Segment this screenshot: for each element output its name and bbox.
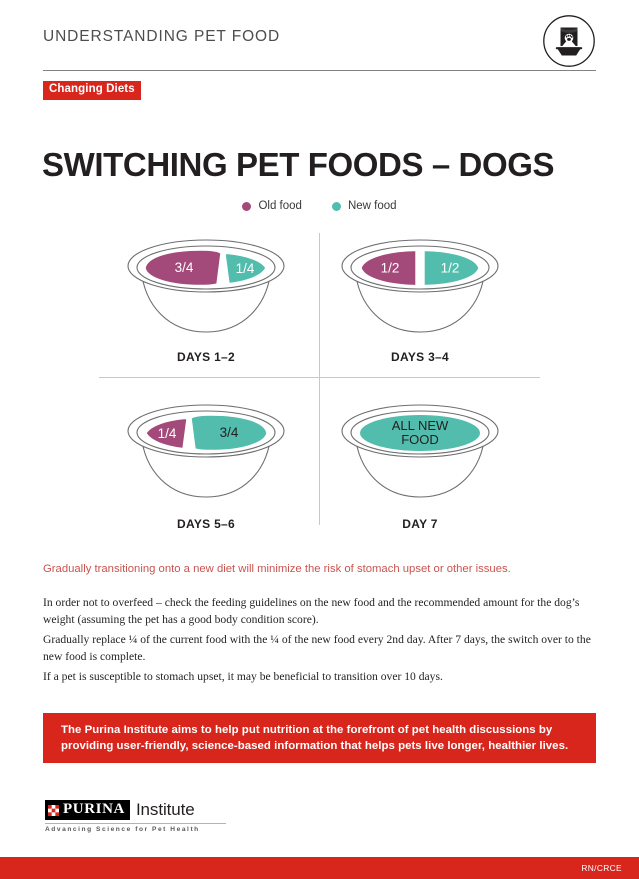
- bowl-panel-days-1-2: 3/4 1/4 DAYS 1–2: [56, 228, 356, 378]
- bowl-label-line1-day-7: ALL NEW: [392, 418, 449, 433]
- footer-code: RN/CRCE: [581, 863, 622, 873]
- page-header: UNDERSTANDING PET FOOD: [43, 14, 596, 68]
- bowl-fraction-new-days-1-2: 1/4: [236, 261, 255, 276]
- bowl-label-line2-day-7: FOOD: [401, 432, 439, 447]
- bowl-label-day-7: DAY 7: [402, 517, 438, 531]
- grid-divider-horizontal: [99, 377, 540, 378]
- bowl-fraction-old-days-3-4: 1/2: [381, 261, 400, 276]
- purina-institute-logo: PURINA Institute Advancing Science for P…: [45, 800, 230, 833]
- chart-legend: Old food New food: [0, 200, 639, 212]
- bowl-panel-day-7: ALL NEW FOOD DAY 7: [270, 393, 570, 543]
- bowl-illustration-days-5-6: 1/4 3/4: [117, 393, 295, 516]
- header-title: UNDERSTANDING PET FOOD: [43, 28, 281, 45]
- legend-swatch-old-food: [242, 201, 252, 211]
- category-badge: Changing Diets: [43, 81, 141, 100]
- lead-paragraph: Gradually transitioning onto a new diet …: [43, 563, 511, 575]
- purina-brand-text: PURINA: [63, 801, 125, 818]
- pet-food-bag-icon: [542, 14, 596, 68]
- bowl-fraction-old-days-5-6: 1/4: [158, 426, 177, 441]
- page-title: SWITCHING PET FOODS – DOGS: [42, 146, 555, 184]
- legend-label-old-food: Old food: [258, 200, 302, 212]
- body-paragraph-2: Gradually replace ¼ of the current food …: [43, 633, 591, 664]
- bowl-fraction-old-days-1-2: 3/4: [175, 260, 194, 275]
- bowl-label-days-1-2: DAYS 1–2: [177, 350, 235, 364]
- bowl-diagram-grid: 3/4 1/4 DAYS 1–2 1/2 1/2 DAYS 3–4: [0, 228, 639, 531]
- body-paragraph-3: If a pet is susceptible to stomach upset…: [43, 670, 443, 683]
- bowl-illustration-days-1-2: 3/4 1/4: [117, 228, 295, 351]
- bowl-label-days-3-4: DAYS 3–4: [391, 350, 449, 364]
- bowl-fraction-new-days-5-6: 3/4: [220, 425, 239, 440]
- legend-item-new-food: New food: [331, 200, 397, 212]
- logo-divider: [45, 823, 226, 824]
- grid-divider-vertical: [319, 233, 320, 525]
- logo-wordmark-row: PURINA Institute: [45, 800, 230, 820]
- mission-callout-text: The Purina Institute aims to help put nu…: [61, 723, 569, 752]
- logo-tagline: Advancing Science for Pet Health: [45, 826, 200, 833]
- legend-label-new-food: New food: [347, 200, 397, 212]
- bowl-panel-days-3-4: 1/2 1/2 DAYS 3–4: [270, 228, 570, 378]
- checkerboard-icon: [48, 804, 59, 816]
- legend-swatch-new-food: [331, 201, 341, 211]
- purina-brand-block: PURINA: [45, 800, 130, 820]
- body-paragraph-1: In order not to overfeed – check the fee…: [43, 596, 580, 627]
- mission-callout: The Purina Institute aims to help put nu…: [43, 713, 596, 763]
- bowl-illustration-days-3-4: 1/2 1/2: [331, 228, 509, 351]
- page-footer: RN/CRCE: [0, 857, 639, 879]
- bowl-fraction-new-days-3-4: 1/2: [441, 261, 460, 276]
- bowl-label-days-5-6: DAYS 5–6: [177, 517, 235, 531]
- header-divider: [43, 70, 596, 71]
- institute-text: Institute: [135, 800, 195, 819]
- bowl-illustration-day-7: ALL NEW FOOD: [331, 393, 509, 516]
- bowl-panel-days-5-6: 1/4 3/4 DAYS 5–6: [56, 393, 356, 543]
- legend-item-old-food: Old food: [242, 200, 302, 212]
